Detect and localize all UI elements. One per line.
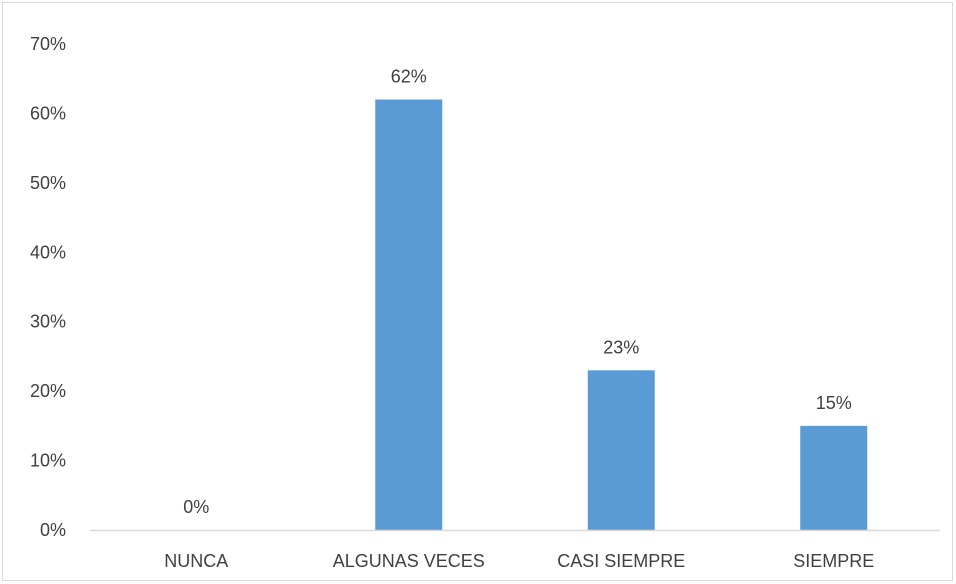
bars: [375, 99, 868, 531]
y-tick-label: 10%: [30, 451, 66, 471]
data-label: 15%: [816, 393, 852, 413]
y-tick-label: 0%: [40, 520, 66, 540]
x-axis-categories: NUNCA ALGUNAS VECES CASI SIEMPRE SIEMPRE: [164, 551, 874, 571]
data-label: 23%: [603, 337, 639, 357]
data-labels: 0% 62% 23% 15%: [183, 67, 852, 517]
y-axis-ticks: 0% 10% 20% 30% 40% 50% 60% 70%: [30, 34, 66, 540]
y-tick-label: 60%: [30, 103, 66, 123]
bar: [587, 370, 655, 530]
x-category-label: NUNCA: [164, 551, 228, 571]
y-tick-label: 20%: [30, 381, 66, 401]
data-label: 62%: [391, 67, 427, 87]
y-tick-label: 40%: [30, 242, 66, 262]
x-category-label: CASI SIEMPRE: [557, 551, 685, 571]
y-tick-label: 30%: [30, 312, 66, 332]
bar: [800, 425, 868, 530]
x-category-label: SIEMPRE: [793, 551, 874, 571]
y-tick-label: 50%: [30, 173, 66, 193]
bar: [375, 99, 443, 531]
x-category-label: ALGUNAS VECES: [333, 551, 485, 571]
y-tick-label: 70%: [30, 34, 66, 54]
data-label: 0%: [183, 497, 209, 517]
